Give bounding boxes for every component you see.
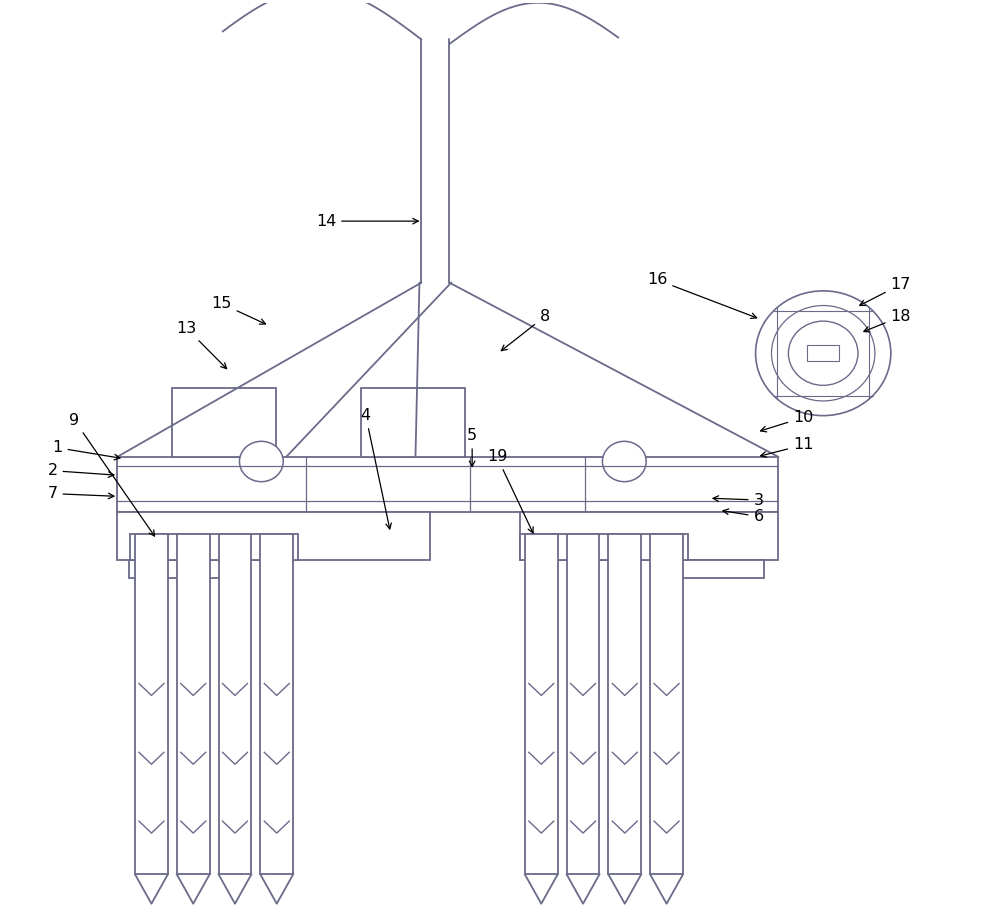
Bar: [361, 388, 465, 457]
Bar: [520, 512, 778, 559]
Text: 8: 8: [501, 309, 550, 351]
Text: 7: 7: [47, 486, 114, 501]
Text: 3: 3: [713, 493, 764, 508]
Bar: [608, 534, 641, 874]
Bar: [650, 534, 683, 874]
Text: 19: 19: [487, 450, 533, 533]
Bar: [219, 534, 251, 874]
Circle shape: [239, 441, 283, 482]
Text: 1: 1: [52, 440, 120, 460]
Bar: [117, 512, 430, 559]
Bar: [664, 559, 764, 578]
Text: 15: 15: [211, 296, 265, 324]
Bar: [567, 534, 599, 874]
Text: 9: 9: [69, 413, 155, 536]
Bar: [117, 457, 778, 512]
Bar: [135, 534, 168, 874]
Text: 10: 10: [761, 410, 813, 432]
Text: 18: 18: [864, 309, 911, 332]
Text: 4: 4: [361, 408, 391, 529]
Bar: [260, 534, 293, 874]
Bar: [130, 534, 298, 559]
Bar: [172, 388, 276, 457]
Text: 16: 16: [647, 272, 757, 318]
Bar: [525, 534, 558, 874]
Bar: [177, 534, 210, 874]
Text: 11: 11: [761, 438, 814, 457]
Text: 6: 6: [723, 509, 764, 524]
Circle shape: [602, 441, 646, 482]
Text: 13: 13: [177, 321, 227, 368]
Bar: [807, 345, 839, 362]
Text: 14: 14: [316, 213, 418, 229]
Text: 17: 17: [860, 277, 911, 306]
Bar: [520, 534, 688, 559]
Text: 2: 2: [47, 463, 114, 478]
Text: 5: 5: [467, 428, 477, 466]
Bar: [129, 559, 229, 578]
